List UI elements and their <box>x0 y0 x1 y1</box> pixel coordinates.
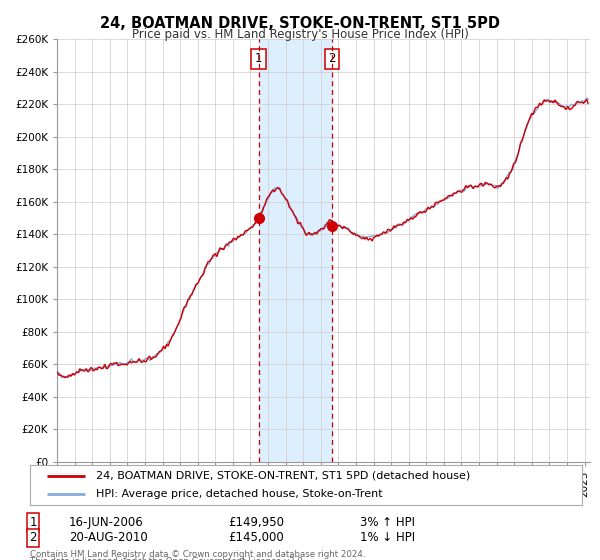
Text: £149,950: £149,950 <box>228 516 284 529</box>
Text: 2: 2 <box>29 531 37 544</box>
Text: 24, BOATMAN DRIVE, STOKE-ON-TRENT, ST1 5PD: 24, BOATMAN DRIVE, STOKE-ON-TRENT, ST1 5… <box>100 16 500 31</box>
Text: 1: 1 <box>255 52 262 65</box>
Text: 1% ↓ HPI: 1% ↓ HPI <box>360 531 415 544</box>
Bar <box>259 39 332 462</box>
Text: 16-JUN-2006: 16-JUN-2006 <box>69 516 144 529</box>
Text: 20-AUG-2010: 20-AUG-2010 <box>69 531 148 544</box>
Text: 2: 2 <box>328 52 335 65</box>
Text: 24, BOATMAN DRIVE, STOKE-ON-TRENT, ST1 5PD (detached house): 24, BOATMAN DRIVE, STOKE-ON-TRENT, ST1 5… <box>96 471 470 480</box>
Text: This data is licensed under the Open Government Licence v3.0.: This data is licensed under the Open Gov… <box>30 557 305 560</box>
Text: Contains HM Land Registry data © Crown copyright and database right 2024.: Contains HM Land Registry data © Crown c… <box>30 550 365 559</box>
Text: 1: 1 <box>29 516 37 529</box>
Text: Price paid vs. HM Land Registry's House Price Index (HPI): Price paid vs. HM Land Registry's House … <box>131 28 469 41</box>
Text: HPI: Average price, detached house, Stoke-on-Trent: HPI: Average price, detached house, Stok… <box>96 489 383 499</box>
Text: 3% ↑ HPI: 3% ↑ HPI <box>360 516 415 529</box>
Text: £145,000: £145,000 <box>228 531 284 544</box>
